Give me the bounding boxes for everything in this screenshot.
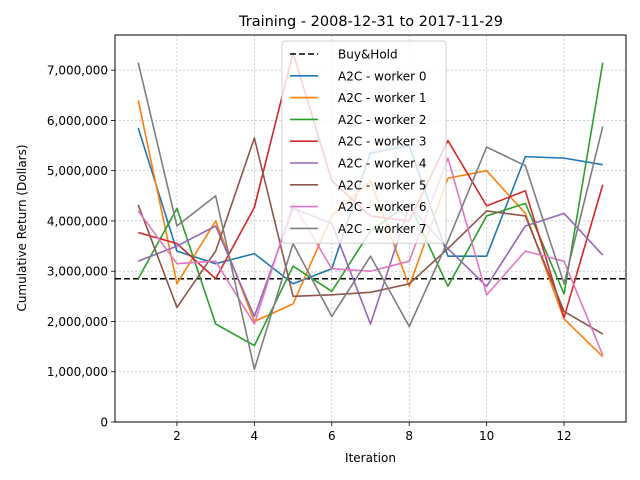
y-tick-label: 6,000,000 bbox=[47, 114, 108, 128]
legend-label: A2C - worker 5 bbox=[338, 178, 427, 192]
series-line-worker-4 bbox=[137, 205, 604, 325]
legend-label: Buy&Hold bbox=[338, 48, 398, 62]
y-tick-label: 1,000,000 bbox=[47, 365, 108, 379]
y-axis: 0 1,000,000 2,000,000 3,000,000 4,000,000 5,0… bbox=[47, 64, 115, 430]
x-tick-label: 4 bbox=[251, 429, 259, 443]
x-tick-label: 12 bbox=[556, 429, 571, 443]
y-tick-label: 7,000,000 bbox=[47, 64, 108, 78]
series-line-worker-7 bbox=[137, 62, 604, 371]
legend-label: A2C - worker 1 bbox=[338, 91, 427, 105]
x-axis-label: Iteration bbox=[345, 451, 396, 465]
legend-label: A2C - worker 2 bbox=[338, 113, 427, 127]
y-tick-label: 3,000,000 bbox=[47, 265, 108, 279]
y-axis-label: Cumulative Return (Dollars) bbox=[15, 144, 29, 311]
x-tick-label: 6 bbox=[328, 429, 336, 443]
y-tick-label: 2,000,000 bbox=[47, 315, 108, 329]
legend-label: A2C - worker 6 bbox=[338, 200, 427, 214]
x-tick-label: 2 bbox=[173, 429, 181, 443]
series-line-worker-6 bbox=[137, 157, 604, 356]
legend-label: A2C - worker 7 bbox=[338, 222, 427, 236]
legend-label: A2C - worker 3 bbox=[338, 135, 427, 149]
y-tick-label: 5,000,000 bbox=[47, 164, 108, 178]
legend-label: A2C - worker 0 bbox=[338, 69, 427, 83]
plot-frame bbox=[114, 34, 627, 423]
x-tick-label: 10 bbox=[479, 429, 494, 443]
series-line-worker-5 bbox=[137, 137, 604, 335]
legend-label: A2C - worker 4 bbox=[338, 157, 427, 171]
y-tick-label: 0 bbox=[100, 416, 108, 430]
x-tick-label: 8 bbox=[405, 429, 413, 443]
y-tick-label: 4,000,000 bbox=[47, 214, 108, 228]
chart-title: Training - 2008-12-31 to 2017-11-29 bbox=[238, 14, 503, 30]
x-axis: 2 4 6 8 10 12 bbox=[173, 422, 572, 443]
legend-box bbox=[281, 40, 447, 244]
legend: Buy&Hold A2C - worker 0 A2C - worker 1 A2C … bbox=[281, 40, 447, 244]
